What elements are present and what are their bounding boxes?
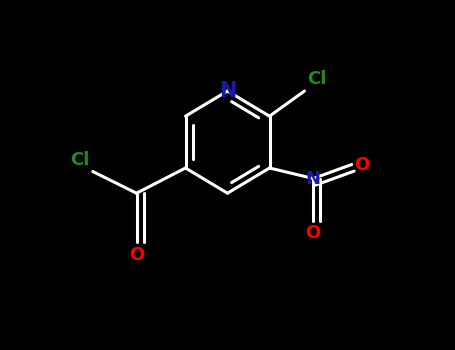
Text: Cl: Cl: [307, 70, 327, 88]
Text: N: N: [219, 81, 236, 101]
Text: O: O: [306, 224, 321, 242]
Text: N: N: [306, 169, 321, 188]
Text: Cl: Cl: [71, 151, 90, 169]
Text: O: O: [129, 246, 144, 264]
Text: O: O: [354, 155, 370, 174]
